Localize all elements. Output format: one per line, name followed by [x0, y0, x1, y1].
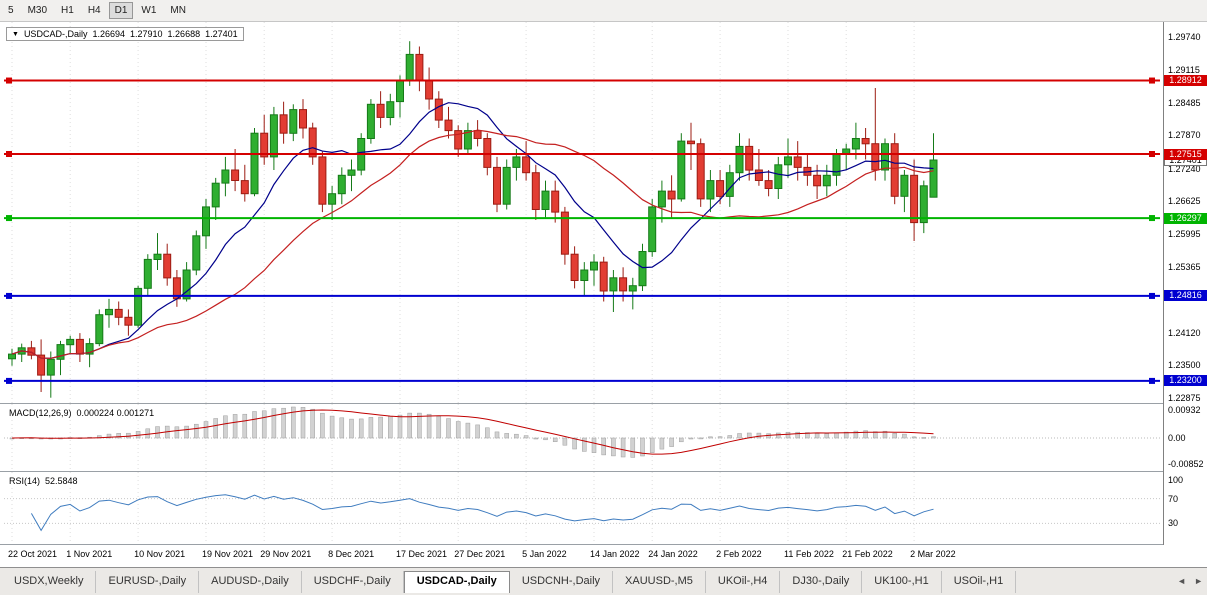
pane-separator[interactable] [0, 403, 1207, 404]
tab-scroll-right-icon[interactable]: ► [1194, 576, 1203, 586]
chart-tab-ukoil-h4[interactable]: UKOil-,H4 [706, 571, 781, 593]
pane-separator[interactable] [0, 544, 1207, 545]
macd-axis-label: -0.00852 [1168, 458, 1204, 469]
macd-axis-label: 0.00 [1168, 433, 1186, 443]
macd-pane-canvas[interactable] [0, 404, 1163, 472]
rsi-line [30, 494, 934, 532]
price-axis[interactable]: 1.29740 1.29115 1.28485 1.27870 1.27240 1.266… [1163, 22, 1207, 545]
price-axis-label: 1.22875 [1168, 393, 1201, 403]
date-axis-label: 1 Nov 2021 [66, 549, 113, 559]
rsi-axis-label: 100 [1168, 475, 1184, 485]
price-axis-label: 1.28485 [1168, 98, 1201, 108]
timeframe-button-d1[interactable]: D1 [108, 2, 134, 19]
pane-separator[interactable] [0, 471, 1207, 472]
date-axis-label: 19 Nov 2021 [202, 549, 254, 559]
price-line-badge: 1.23200 [1164, 375, 1207, 387]
timeframe-button-mn[interactable]: MN [170, 5, 186, 16]
date-axis-label: 8 Dec 2021 [328, 549, 375, 559]
date-axis-label: 29 Nov 2021 [260, 549, 312, 559]
timeframe-toolbar: 5 M30 H1 H4 D1 W1 MN [0, 0, 1207, 22]
candles [8, 41, 938, 398]
line-handle [1149, 77, 1155, 84]
ohlc-info-box[interactable]: ▼ USDCAD-,Daily 1.26694 1.27910 1.26688 … [6, 27, 244, 41]
macd-indicator-label: MACD(12,26,9) 0.000224 0.001271 [6, 408, 158, 418]
tab-scroll-left-icon[interactable]: ◄ [1177, 576, 1187, 586]
timeframe-button-h1[interactable]: H1 [61, 5, 74, 16]
low-value: 1.26688 [167, 29, 201, 39]
main-chart-canvas[interactable] [0, 22, 1163, 404]
price-line-badge: 1.26297 [1164, 212, 1207, 224]
close-value: 1.27401 [205, 29, 238, 39]
line-handle [6, 292, 12, 299]
chart-tabs-bar: USDX,Weekly EURUSD-,Daily AUDUSD-,Daily USD… [0, 567, 1207, 595]
price-line-badge: 1.27515 [1164, 148, 1207, 160]
price-line-badge: 1.24816 [1164, 290, 1207, 302]
rsi-pane-canvas[interactable] [0, 472, 1163, 545]
timeframe-button-w1[interactable]: W1 [141, 5, 157, 16]
date-axis-label: 14 Jan 2022 [590, 549, 640, 559]
date-axis-label: 21 Feb 2022 [842, 549, 893, 559]
line-handle [6, 377, 12, 384]
chart-tab-dj30-daily[interactable]: DJ30-,Daily [780, 571, 863, 593]
price-line-badge: 1.28912 [1164, 75, 1207, 86]
line-handle [1149, 377, 1155, 384]
chart-tab-uk100-h1[interactable]: UK100-,H1 [862, 571, 942, 593]
macd-signal-line [11, 409, 934, 455]
date-axis-label: 22 Oct 2021 [8, 549, 58, 559]
rsi-axis-label: 30 [1168, 518, 1179, 529]
rsi-axis-label: 70 [1168, 493, 1179, 504]
date-axis-label: 2 Feb 2022 [716, 549, 762, 559]
collapse-arrow-icon[interactable]: ▼ [12, 30, 19, 38]
price-axis-label: 1.29740 [1168, 32, 1201, 42]
line-handle [6, 151, 12, 158]
rsi-indicator-label: RSI(14) 52.5848 [6, 476, 81, 486]
ma-line-24 [11, 129, 934, 359]
chart-tab-usdchf-daily[interactable]: USDCHF-,Daily [302, 571, 404, 593]
chart-tabs: USDX,Weekly EURUSD-,Daily AUDUSD-,Daily USD… [2, 571, 1207, 593]
date-axis-label: 24 Jan 2022 [648, 549, 698, 559]
chart-tab-usdx-weekly[interactable]: USDX,Weekly [2, 571, 97, 593]
price-axis-label: 1.25995 [1168, 228, 1201, 239]
chart-symbol-label: USDCAD-,Daily [23, 29, 88, 39]
price-axis-label: 1.29115 [1168, 64, 1200, 75]
line-handle [1149, 292, 1155, 299]
price-axis-label: 1.26625 [1168, 195, 1201, 206]
price-axis-label: 1.27240 [1168, 163, 1201, 174]
open-value: 1.26694 [92, 29, 125, 39]
price-axis-label: 1.23500 [1168, 360, 1201, 371]
date-axis-label: 17 Dec 2021 [396, 549, 448, 559]
price-axis-label: 1.24120 [1168, 327, 1201, 338]
date-axis-label: 10 Nov 2021 [134, 549, 186, 559]
ma-line-10 [11, 102, 934, 359]
date-axis-label: 2 Mar 2022 [910, 549, 956, 559]
chart-window[interactable]: ▼ USDCAD-,Daily 1.26694 1.27910 1.26688 … [0, 22, 1207, 567]
date-axis-label: 11 Feb 2022 [784, 549, 834, 559]
line-handle [6, 77, 12, 84]
timeframe-button-5[interactable]: 5 [8, 5, 14, 16]
line-handle [6, 215, 12, 222]
price-axis-label: 1.27870 [1168, 130, 1201, 141]
chart-tab-audusd-daily[interactable]: AUDUSD-,Daily [199, 571, 302, 593]
date-axis[interactable]: 22 Oct 2021 1 Nov 2021 10 Nov 2021 19 Nov 2… [0, 545, 1163, 567]
line-handle [1149, 215, 1155, 222]
chart-tab-usoil-h1[interactable]: USOil-,H1 [942, 571, 1017, 593]
vertical-grid [11, 404, 915, 472]
date-axis-label: 27 Dec 2021 [454, 549, 506, 559]
macd-axis-label: 0.00932 [1168, 405, 1201, 415]
date-axis-label: 5 Jan 2022 [522, 549, 567, 559]
chart-tab-usdcnh-daily[interactable]: USDCNH-,Daily [510, 571, 614, 593]
chart-tab-usdcad-daily[interactable]: USDCAD-,Daily [403, 571, 510, 593]
chart-tab-eurusd-daily[interactable]: EURUSD-,Daily [96, 571, 200, 593]
price-axis-label: 1.25365 [1168, 262, 1201, 273]
line-handle [1149, 151, 1155, 158]
timeframe-button-m30[interactable]: M30 [27, 5, 48, 16]
timeframe-button-h4[interactable]: H4 [87, 5, 101, 16]
vertical-grid [11, 22, 915, 404]
high-value: 1.27910 [130, 29, 163, 39]
chart-tab-xauusd-m5[interactable]: XAUUSD-,M5 [613, 571, 706, 593]
